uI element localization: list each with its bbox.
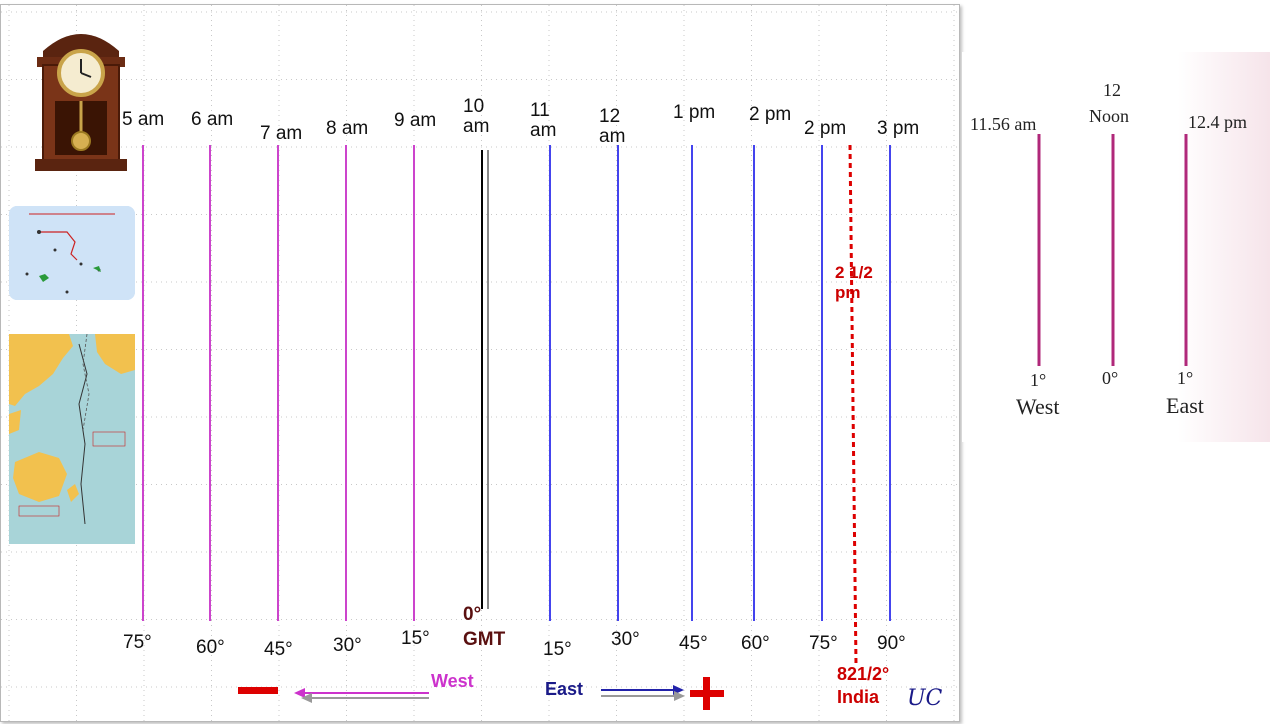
degree-label-75e: 75° bbox=[809, 633, 838, 654]
meridian-india bbox=[848, 144, 858, 666]
time-label-75e: 2 pm bbox=[804, 118, 847, 139]
rp-degree-west: 1° bbox=[1030, 370, 1047, 390]
rp-time-noon-number: 12 bbox=[1103, 80, 1121, 100]
slide-canvas: 5 am 6 am 7 am 8 am 9 am 10 am 11 am 12 … bbox=[0, 4, 960, 722]
rp-time-noon-label: Noon bbox=[1089, 106, 1129, 126]
time-label-30w: 8 am bbox=[326, 118, 369, 139]
gmt-label: GMT bbox=[463, 629, 506, 650]
time-label-45e: 1 pm bbox=[673, 102, 716, 123]
rp-time-west: 11.56 am bbox=[970, 114, 1037, 134]
time-label-30e: 12 am bbox=[599, 106, 626, 147]
time-label-15w: 9 am bbox=[394, 110, 437, 131]
rp-degree-zero: 0° bbox=[1102, 368, 1119, 388]
degree-label-0: 0° bbox=[463, 604, 482, 625]
right-panel-example: 11.56 am 12 Noon 12.4 pm 1° 0° 1° West E… bbox=[962, 52, 1270, 442]
time-label-gmt: 10 am bbox=[463, 96, 490, 137]
time-label-75w: 5 am bbox=[122, 109, 165, 130]
degree-label-45w: 45° bbox=[264, 639, 293, 660]
degree-label-45e: 45° bbox=[679, 633, 708, 654]
rp-west-label: West bbox=[1016, 394, 1060, 419]
degree-label-30e: 30° bbox=[611, 629, 640, 650]
degree-label-60w: 60° bbox=[196, 637, 225, 658]
time-label-15e: 11 am bbox=[530, 100, 557, 141]
degree-label-60e: 60° bbox=[741, 633, 770, 654]
west-direction-label: West bbox=[431, 671, 474, 691]
meridian-lines bbox=[142, 144, 891, 666]
degree-label-30w: 30° bbox=[333, 635, 362, 656]
degree-label-15w: 15° bbox=[401, 628, 430, 649]
right-panel-lines bbox=[1037, 134, 1188, 366]
rp-time-east: 12.4 pm bbox=[1188, 112, 1248, 132]
rp-east-label: East bbox=[1166, 393, 1204, 418]
asia-pacific-map-thumbnail bbox=[9, 334, 135, 544]
rp-degree-east: 1° bbox=[1177, 368, 1194, 388]
degree-label-75w: 75° bbox=[123, 632, 152, 653]
degree-label-15e: 15° bbox=[543, 639, 572, 660]
time-label-60e: 2 pm bbox=[749, 104, 792, 125]
india-degree-label: 821/2° bbox=[837, 664, 890, 684]
time-label-45w: 7 am bbox=[260, 123, 303, 144]
time-label-90e: 3 pm bbox=[877, 118, 920, 139]
time-label-60w: 6 am bbox=[191, 109, 234, 130]
degree-label-90e: 90° bbox=[877, 633, 906, 654]
signature-logo: UC bbox=[907, 686, 943, 711]
india-name-label: India bbox=[837, 687, 880, 707]
pacific-map-thumbnail bbox=[9, 206, 135, 300]
east-direction-label: East bbox=[545, 679, 584, 699]
india-time-label: 2 1/2 pm bbox=[835, 263, 873, 302]
pendulum-clock-icon bbox=[29, 21, 133, 173]
